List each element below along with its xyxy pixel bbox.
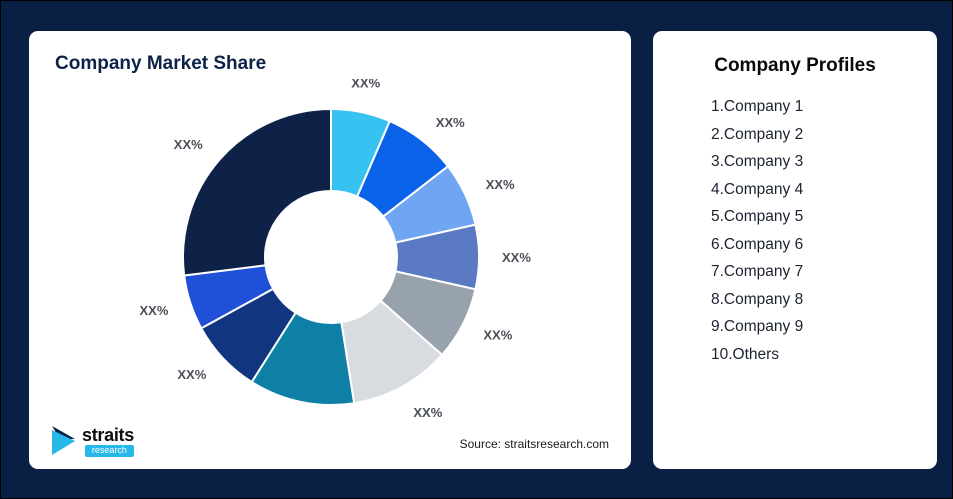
logo-sub-text: research: [84, 444, 134, 457]
profile-list-item: 6.Company 6: [711, 235, 804, 253]
profile-list-item: 1.Company 1: [711, 98, 804, 115]
segment-percentage-label: XX%: [282, 422, 311, 424]
segment-percentage-label: XX%: [139, 303, 168, 318]
profile-list-item: 2.Company 2: [711, 125, 804, 143]
straits-research-logo: straits research: [49, 425, 134, 457]
profile-list-item: 8.Company 8: [711, 290, 804, 308]
profile-list-item: 9.Company 9: [711, 318, 804, 335]
segment-percentage-label: XX%: [174, 137, 203, 152]
segment-percentage-label: XX%: [483, 328, 512, 343]
profile-list-item: 10.Others: [711, 345, 780, 363]
profile-list-item: 4.Company 4: [711, 180, 804, 198]
profile-list-item: 5.Company 5: [711, 208, 804, 225]
market-share-card: Company Market Share XX% XX% XX% XX% XX% XX% X…: [29, 31, 631, 469]
source-attribution: Source: straitsresearch.com: [459, 437, 609, 451]
donut-segment: [182, 108, 332, 277]
market-card-footer: straits research Source: straitsresearch…: [49, 425, 613, 457]
straits-logo-icon: [52, 426, 75, 455]
company-profiles-card: Company Profiles 1.Company 1 2.Company 2…: [653, 31, 937, 469]
segment-percentage-label: XX%: [177, 367, 206, 382]
market-share-donut-chart: XX% XX% XX% XX% XX% XX% XX% XX% XX% XX%: [139, 79, 531, 424]
profile-list-item: 7.Company 7: [711, 263, 804, 280]
logo-text: straits research: [82, 426, 134, 457]
market-share-title: Company Market Share: [55, 53, 267, 74]
segment-percentage-label: XX%: [486, 177, 515, 192]
donut-chart-container: XX% XX% XX% XX% XX% XX% XX% XX% XX% XX%: [29, 79, 631, 424]
segment-percentage-label: XX%: [351, 79, 380, 91]
segment-percentage-label: XX%: [436, 115, 465, 130]
company-profiles-list: 1.Company 1 2.Company 2 3.Company 3 4.Co…: [653, 93, 937, 368]
segment-percentage-label: XX%: [502, 250, 531, 265]
logo-brand-text: straits: [82, 424, 134, 445]
segment-percentage-label: XX%: [413, 405, 442, 420]
profile-list-item: 3.Company 3: [711, 153, 804, 170]
company-profiles-title: Company Profiles: [714, 55, 876, 76]
